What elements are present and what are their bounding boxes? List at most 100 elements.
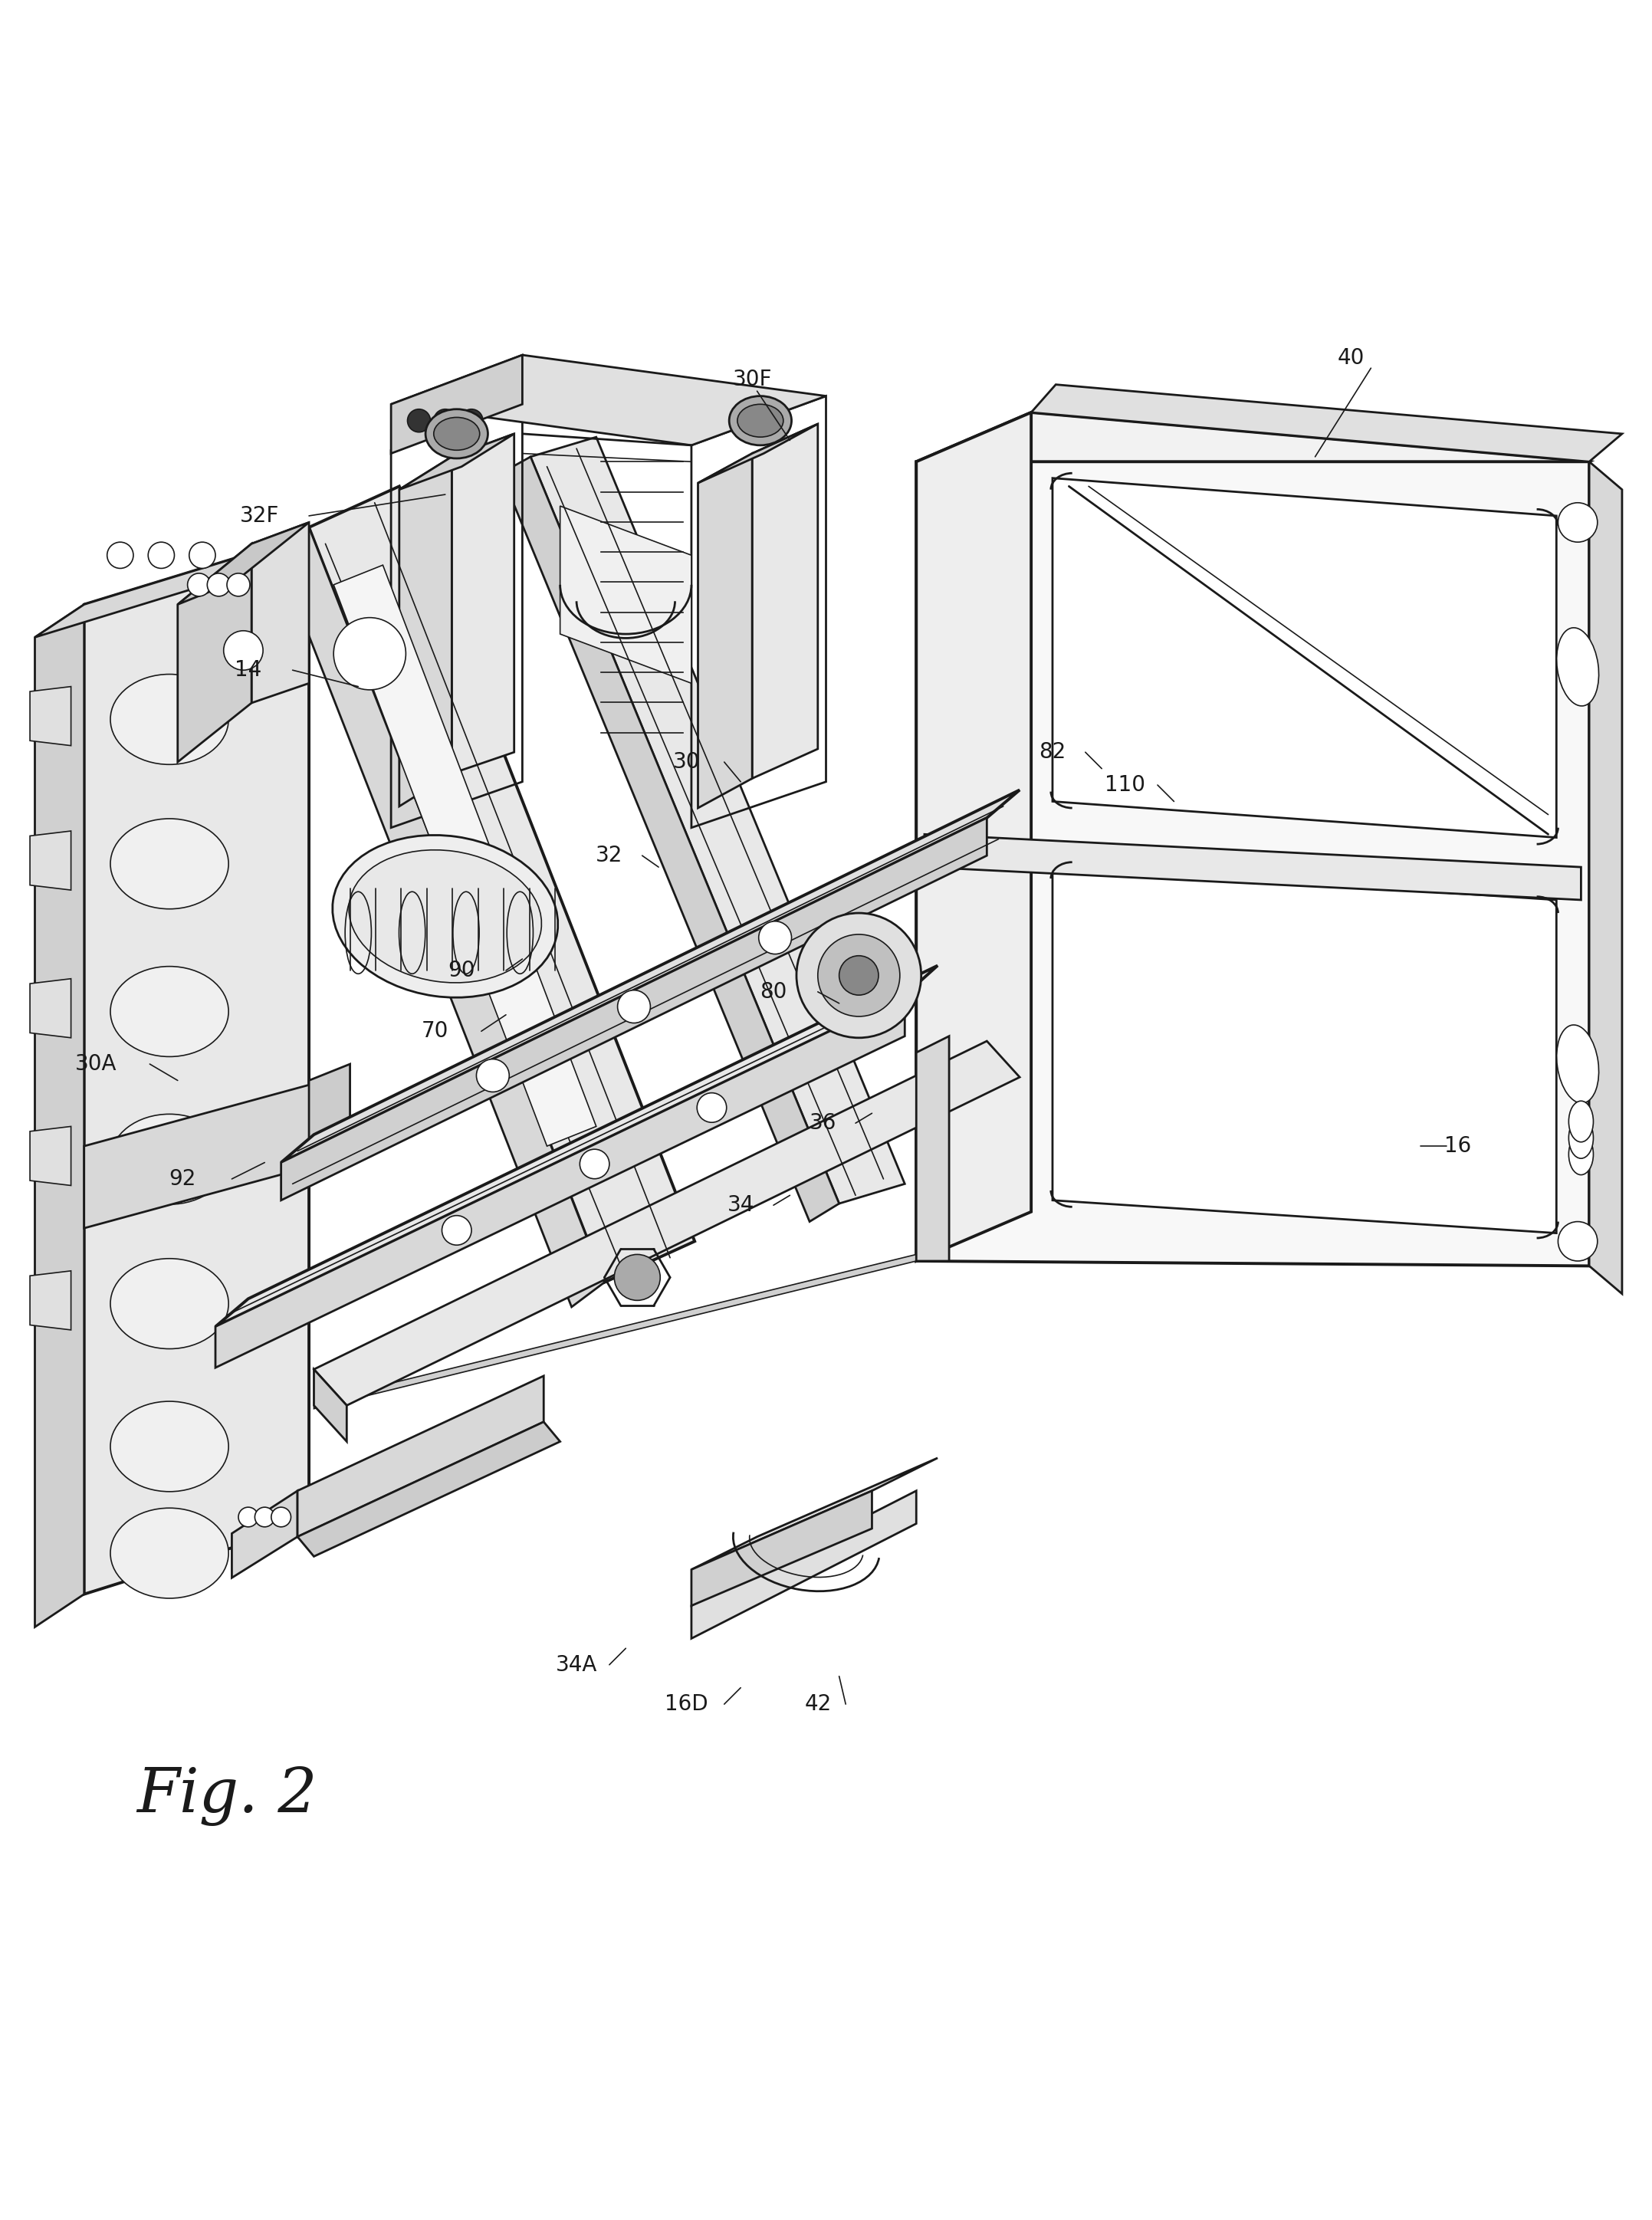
Polygon shape — [297, 1421, 560, 1556]
Text: 34A: 34A — [555, 1654, 598, 1676]
Ellipse shape — [729, 395, 791, 446]
Text: 90: 90 — [448, 959, 476, 981]
Polygon shape — [400, 457, 451, 806]
Ellipse shape — [1569, 1117, 1593, 1159]
Polygon shape — [178, 522, 309, 604]
Text: 70: 70 — [421, 1021, 449, 1041]
Circle shape — [758, 921, 791, 955]
Polygon shape — [35, 535, 309, 637]
Polygon shape — [392, 355, 826, 446]
Polygon shape — [231, 1492, 297, 1578]
Text: 14: 14 — [235, 659, 261, 682]
Circle shape — [223, 630, 263, 670]
Polygon shape — [917, 1037, 950, 1261]
Polygon shape — [925, 835, 1581, 899]
Polygon shape — [84, 1081, 325, 1228]
Polygon shape — [692, 1492, 872, 1605]
Ellipse shape — [111, 1114, 228, 1205]
Polygon shape — [692, 1459, 938, 1570]
Ellipse shape — [426, 408, 487, 457]
Text: Fig. 2: Fig. 2 — [137, 1767, 317, 1827]
Ellipse shape — [434, 417, 479, 451]
Text: 16: 16 — [1444, 1134, 1472, 1157]
Circle shape — [107, 542, 134, 568]
Polygon shape — [251, 522, 309, 704]
Polygon shape — [400, 433, 514, 491]
Polygon shape — [392, 355, 522, 453]
Text: 40: 40 — [1338, 349, 1365, 369]
Circle shape — [796, 912, 922, 1037]
Polygon shape — [35, 604, 84, 1627]
Polygon shape — [30, 686, 71, 746]
Circle shape — [188, 573, 210, 597]
Ellipse shape — [111, 1401, 228, 1492]
Polygon shape — [281, 817, 986, 1201]
Ellipse shape — [1569, 1101, 1593, 1141]
Polygon shape — [30, 979, 71, 1037]
Ellipse shape — [737, 404, 783, 437]
Polygon shape — [1589, 462, 1622, 1294]
Circle shape — [1558, 1221, 1597, 1261]
Ellipse shape — [111, 966, 228, 1057]
Circle shape — [238, 1507, 258, 1527]
Circle shape — [190, 542, 215, 568]
Circle shape — [818, 935, 900, 1017]
Text: 16D: 16D — [664, 1694, 709, 1714]
Circle shape — [254, 1507, 274, 1527]
Polygon shape — [30, 830, 71, 890]
Polygon shape — [215, 966, 938, 1328]
Polygon shape — [1052, 868, 1556, 1232]
Circle shape — [1558, 502, 1597, 542]
Ellipse shape — [111, 675, 228, 764]
Circle shape — [618, 990, 651, 1023]
Ellipse shape — [1556, 628, 1599, 706]
Polygon shape — [917, 413, 1589, 511]
Polygon shape — [84, 535, 309, 1594]
Polygon shape — [1031, 384, 1622, 462]
Text: 30F: 30F — [732, 369, 771, 391]
Polygon shape — [699, 424, 818, 484]
Text: 42: 42 — [805, 1694, 831, 1714]
Polygon shape — [309, 1063, 350, 1163]
Polygon shape — [917, 462, 1589, 1265]
Text: 110: 110 — [1105, 775, 1145, 795]
Text: 36: 36 — [809, 1112, 836, 1134]
Ellipse shape — [111, 1259, 228, 1350]
Circle shape — [226, 573, 249, 597]
Circle shape — [459, 408, 482, 433]
Polygon shape — [501, 457, 839, 1221]
Circle shape — [271, 1507, 291, 1527]
Polygon shape — [297, 1376, 544, 1536]
Ellipse shape — [111, 1507, 228, 1598]
Circle shape — [580, 1150, 610, 1179]
Polygon shape — [314, 1254, 917, 1410]
Circle shape — [149, 542, 175, 568]
Polygon shape — [699, 453, 752, 808]
Text: 82: 82 — [1039, 741, 1066, 764]
Circle shape — [697, 1092, 727, 1123]
Polygon shape — [917, 413, 1031, 1261]
Polygon shape — [1052, 477, 1556, 837]
Ellipse shape — [111, 819, 228, 908]
Text: 30: 30 — [672, 750, 700, 773]
Text: 80: 80 — [760, 981, 786, 1003]
Ellipse shape — [1569, 1134, 1593, 1174]
Polygon shape — [451, 433, 514, 773]
Ellipse shape — [349, 850, 542, 983]
Polygon shape — [276, 528, 605, 1308]
Polygon shape — [178, 544, 251, 761]
Polygon shape — [752, 424, 818, 779]
Circle shape — [615, 1254, 661, 1301]
Polygon shape — [530, 437, 905, 1203]
Polygon shape — [309, 486, 695, 1283]
Ellipse shape — [1556, 1026, 1599, 1103]
Circle shape — [334, 617, 406, 690]
Polygon shape — [314, 1041, 1019, 1405]
Polygon shape — [30, 1270, 71, 1330]
Text: 32F: 32F — [240, 506, 279, 526]
Ellipse shape — [332, 835, 558, 997]
Text: 92: 92 — [169, 1168, 197, 1190]
Polygon shape — [692, 1492, 917, 1638]
Text: 34: 34 — [727, 1194, 755, 1217]
Text: 32: 32 — [596, 846, 623, 866]
